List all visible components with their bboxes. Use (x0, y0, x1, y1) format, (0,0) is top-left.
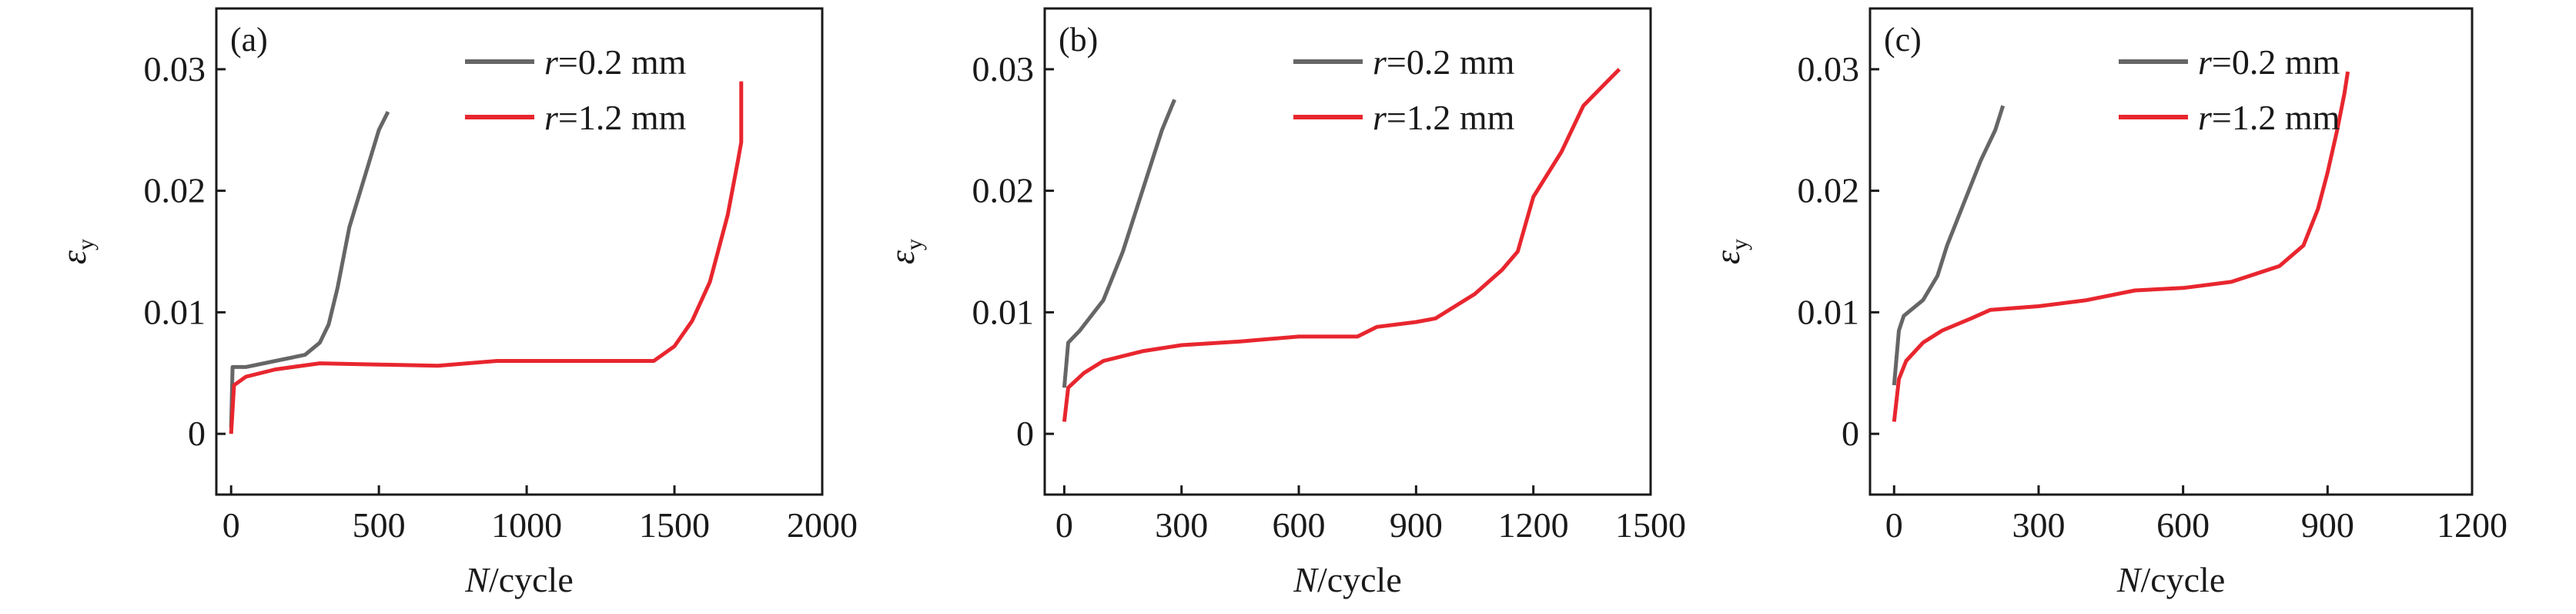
legend-entry-value: =1.2 mm (2212, 98, 2340, 137)
x-axis-title-unit: /cycle (489, 560, 574, 599)
legend-entry-variable: r (1373, 42, 1387, 82)
legend-entry-variable: r (1373, 98, 1387, 137)
x-tick-label: 600 (2156, 505, 2210, 545)
x-tick-label: 0 (1885, 505, 1903, 545)
legend: r=0.2 mmr=1.2 mm (2119, 42, 2340, 137)
y-axis-title-subscript: y (1727, 239, 1752, 250)
x-axis-title: N/cycle (1293, 560, 1402, 599)
x-tick-label: 0 (222, 505, 240, 545)
legend-entry-variable: r (2198, 98, 2213, 137)
x-axis-title-unit: /cycle (1317, 560, 1402, 599)
x-tick-label: 1000 (491, 505, 562, 545)
legend-entry: r=1.2 mm (2198, 98, 2340, 137)
legend-entry: r=0.2 mm (2198, 42, 2340, 82)
series-line-r0-2mm (1892, 105, 2006, 386)
panel-label: (b) (1059, 21, 1098, 59)
x-axis-title: N/cycle (464, 560, 574, 599)
x-tick-label: 1200 (2437, 505, 2507, 545)
y-tick-label: 0 (188, 414, 206, 453)
x-tick-label: 1500 (1615, 505, 1686, 545)
series-line-r1-2mm (1892, 71, 2350, 422)
x-tick-label: 600 (1273, 505, 1326, 545)
x-tick-label: 900 (1390, 505, 1443, 545)
x-axis-title-unit: /cycle (2140, 560, 2225, 599)
plot-frame (1043, 7, 1652, 496)
chart-panel-b: 0 0.01 0.02 0.03 0 300 600 900 1200 1500 N/cycle εy… (882, 7, 1686, 599)
y-axis-title: εy (882, 239, 927, 264)
y-tick-label: 0.02 (972, 171, 1035, 210)
y-axis-title-subscript: y (902, 239, 927, 250)
x-tick-label: 900 (2301, 505, 2354, 545)
y-tick-label: 0 (1016, 414, 1034, 453)
legend-entry: r=1.2 mm (544, 98, 687, 137)
legend-entry-value: =1.2 mm (558, 98, 687, 137)
x-axis-title-variable: N (2116, 560, 2143, 599)
chart-panel-a: 0 0.01 0.02 0.03 0 500 1000 1500 2000 N/cycle εy (a… (54, 7, 858, 599)
series-line-r1-2mm (229, 81, 744, 434)
plot-frame (1868, 7, 2474, 496)
y-tick-label: 0.03 (1798, 49, 1860, 89)
y-axis-title: εy (1708, 239, 1752, 264)
legend-entry: r=0.2 mm (1373, 42, 1515, 82)
x-tick-label: 2000 (787, 505, 858, 545)
y-axis-title-symbol: ε (882, 250, 922, 264)
x-axis-title-variable: N (1293, 560, 1319, 599)
legend-entry-value: =0.2 mm (558, 42, 687, 82)
y-tick-label: 0.01 (1798, 292, 1860, 331)
x-tick-label: 300 (2012, 505, 2065, 545)
panel-label: (c) (1884, 21, 1922, 59)
x-tick-label: 1200 (1498, 505, 1569, 545)
legend-entry-value: =1.2 mm (1387, 98, 1515, 137)
legend-entry-variable: r (2198, 42, 2213, 82)
series-line-r1-2mm (1062, 68, 1621, 422)
y-tick-label: 0 (1842, 414, 1859, 453)
x-tick-label: 1500 (639, 505, 710, 545)
y-tick-label: 0.03 (972, 49, 1035, 89)
y-axis-title-symbol: ε (1708, 250, 1747, 264)
series-line-r0-2mm (1062, 99, 1176, 388)
legend-entry-value: =0.2 mm (1387, 42, 1515, 82)
x-axis-title-variable: N (464, 560, 490, 599)
y-tick-label: 0.02 (1798, 171, 1860, 210)
panel-label: (a) (230, 21, 268, 59)
legend-entry-variable: r (544, 98, 559, 137)
y-axis-title: εy (54, 239, 99, 264)
x-axis-title: N/cycle (2116, 560, 2226, 599)
y-tick-label: 0.01 (144, 292, 206, 331)
legend-entry: r=1.2 mm (1373, 98, 1515, 137)
legend: r=0.2 mmr=1.2 mm (465, 42, 687, 137)
y-tick-label: 0.02 (144, 171, 206, 210)
y-tick-label: 0.03 (144, 49, 206, 89)
legend-entry-value: =0.2 mm (2212, 42, 2340, 82)
legend-entry-variable: r (544, 42, 559, 82)
chart-panel-c: 0 0.01 0.02 0.03 0 300 600 900 1200 N/cycle εy (c) r… (1708, 7, 2507, 599)
plot-frame (215, 7, 824, 496)
legend-entry: r=0.2 mm (544, 42, 687, 82)
y-tick-label: 0.01 (972, 292, 1035, 331)
x-tick-label: 0 (1055, 505, 1073, 545)
x-tick-label: 500 (353, 505, 406, 545)
legend: r=0.2 mmr=1.2 mm (1293, 42, 1515, 137)
x-tick-label: 300 (1155, 505, 1208, 545)
y-axis-title-symbol: ε (54, 250, 93, 264)
series-line-r0-2mm (229, 110, 390, 428)
y-axis-title-subscript: y (73, 239, 99, 250)
